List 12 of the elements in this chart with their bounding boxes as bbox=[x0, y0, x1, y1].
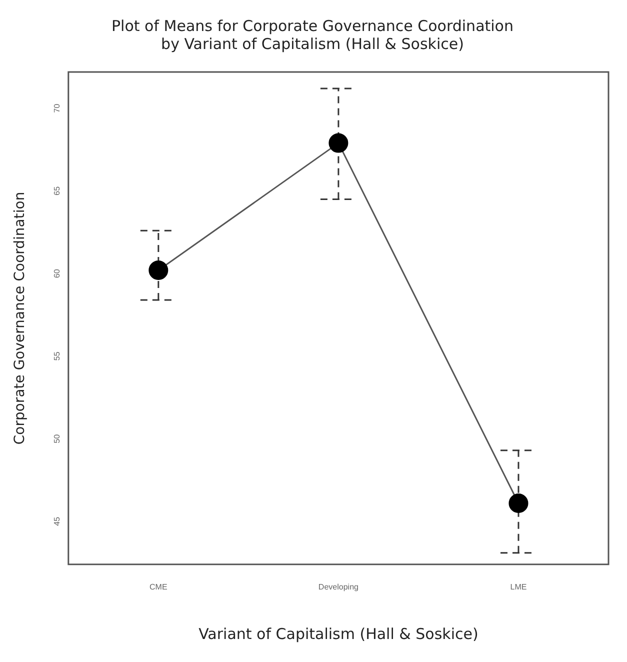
y-tick-label: 45 bbox=[52, 516, 62, 526]
y-tick-label: 65 bbox=[52, 186, 62, 196]
y-tick-label: 60 bbox=[52, 268, 62, 278]
x-axis-title: Variant of Capitalism (Hall & Soskice) bbox=[198, 624, 478, 643]
x-tick-label: CME bbox=[150, 582, 168, 592]
chart-title: Plot of Means for Corporate Governance Coordination by Variant of Capitalism (Hall & Soskice) bbox=[112, 16, 514, 53]
x-tick-label: Developing bbox=[318, 582, 358, 592]
y-axis-title: Corporate Governance Coordination bbox=[12, 192, 28, 445]
y-tick-label: 50 bbox=[52, 434, 62, 444]
x-tick-label: LME bbox=[510, 582, 527, 592]
y-tick-label: 70 bbox=[52, 103, 62, 113]
y-tick-label: 55 bbox=[52, 351, 62, 361]
